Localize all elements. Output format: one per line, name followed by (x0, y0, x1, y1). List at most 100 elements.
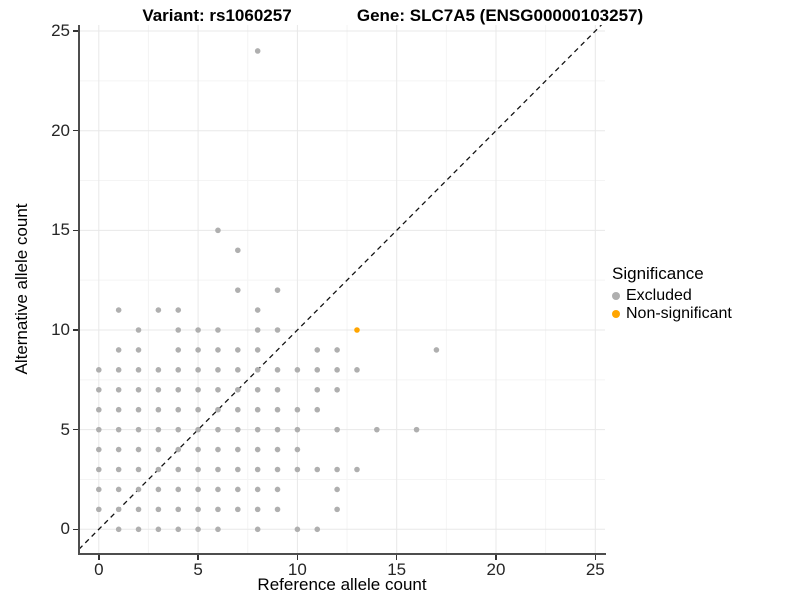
point-excluded (135, 406, 142, 413)
x-tick-mark (296, 555, 299, 560)
y-tick-mark (73, 30, 78, 32)
point-excluded (175, 367, 182, 373)
point-excluded (115, 466, 122, 473)
point-excluded (135, 327, 142, 333)
point-excluded (334, 386, 340, 393)
point-excluded (235, 386, 241, 393)
point-excluded (334, 347, 340, 353)
point-excluded (215, 446, 221, 453)
point-excluded (155, 307, 162, 313)
x-tick-label: 5 (193, 560, 203, 579)
y-tick-mark (73, 229, 78, 232)
point-excluded (96, 406, 102, 413)
point-excluded (294, 367, 301, 373)
point-excluded (96, 506, 102, 513)
y-tick-label: 15 (51, 220, 70, 240)
point-excluded (215, 526, 221, 533)
point-excluded (175, 486, 182, 493)
x-tick-label: 15 (387, 560, 407, 579)
point-excluded (254, 406, 261, 413)
point-excluded (274, 406, 281, 413)
point-excluded (96, 367, 102, 373)
y-tick-mark (73, 528, 78, 531)
legend-item-non-significant: Non-significant (612, 305, 732, 323)
point-excluded (155, 506, 162, 513)
point-excluded (254, 446, 261, 453)
point-excluded (215, 406, 221, 413)
point-excluded (175, 446, 182, 453)
y-axis-title: Alternative allele count (12, 203, 31, 375)
point-excluded (155, 446, 162, 453)
point-excluded (294, 526, 301, 533)
x-tick-label: 10 (287, 560, 307, 579)
point-excluded (235, 506, 241, 513)
point-excluded (235, 347, 241, 353)
point-excluded (334, 367, 340, 373)
point-excluded (155, 466, 162, 473)
point-excluded (274, 506, 281, 513)
x-tick-mark (594, 555, 597, 560)
point-excluded (195, 526, 201, 533)
point-excluded (96, 486, 102, 493)
non-significant-point-icon (612, 310, 620, 318)
point-excluded (115, 307, 122, 313)
point-excluded (215, 486, 221, 493)
point-excluded (115, 426, 122, 433)
point-excluded (274, 426, 281, 433)
point-excluded (96, 466, 102, 473)
variant-title: Variant: rs1060257 (142, 6, 292, 25)
point-excluded (115, 347, 122, 353)
plot-panel (79, 25, 605, 553)
point-excluded (135, 486, 142, 493)
point-excluded (254, 327, 261, 333)
x-tick-mark (395, 555, 398, 560)
point-excluded (215, 327, 221, 333)
point-excluded (274, 466, 281, 473)
point-excluded (254, 506, 261, 513)
point-excluded (235, 287, 241, 293)
point-excluded (334, 426, 340, 433)
point-excluded (294, 406, 301, 413)
x-tick-label: 0 (94, 560, 104, 579)
point-excluded (254, 526, 261, 533)
point-excluded (235, 367, 241, 373)
point-excluded (155, 486, 162, 493)
y-tick-mark (73, 129, 78, 132)
point-excluded (274, 327, 281, 333)
point-excluded (374, 426, 380, 433)
point-excluded (135, 347, 142, 353)
point-excluded (215, 386, 221, 393)
point-excluded (135, 426, 142, 433)
point-excluded (215, 466, 221, 473)
point-excluded (195, 426, 201, 433)
point-excluded (155, 526, 162, 533)
y-axis-line (78, 25, 80, 555)
point-excluded (175, 386, 182, 393)
point-excluded (413, 426, 420, 433)
point-excluded (135, 367, 142, 373)
point-excluded (354, 367, 360, 373)
point-excluded (274, 367, 281, 373)
point-excluded (274, 287, 281, 293)
x-tick-mark (197, 555, 199, 560)
point-excluded (195, 327, 201, 333)
point-excluded (274, 446, 281, 453)
point-excluded (195, 486, 201, 493)
point-excluded (235, 406, 241, 413)
point-excluded (115, 446, 122, 453)
point-excluded (215, 506, 221, 513)
legend-label-excluded: Excluded (626, 287, 692, 304)
point-excluded (96, 446, 102, 453)
point-excluded (195, 466, 201, 473)
point-excluded (155, 426, 162, 433)
point-excluded (314, 466, 321, 473)
point-excluded (175, 426, 182, 433)
point-excluded (135, 466, 142, 473)
point-excluded (155, 386, 162, 393)
point-excluded (235, 426, 241, 433)
point-excluded (235, 486, 241, 493)
point-excluded (433, 347, 440, 353)
point-excluded (215, 227, 221, 234)
point-excluded (195, 347, 201, 353)
x-axis-title: Reference allele count (257, 575, 427, 594)
